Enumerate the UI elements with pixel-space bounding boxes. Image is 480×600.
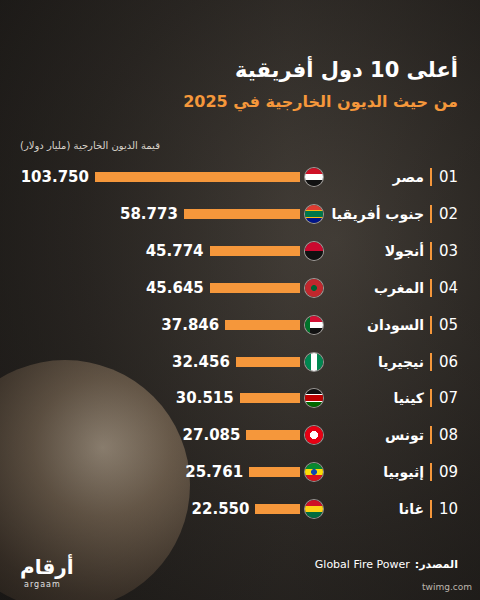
bar: [210, 246, 300, 256]
flag: [305, 205, 323, 223]
rank: 07: [439, 388, 458, 408]
rank-separator: [430, 205, 432, 223]
flag: [305, 316, 323, 334]
data-label: 103.750: [21, 167, 89, 187]
rank-separator: [430, 316, 432, 334]
data-label: 30.515: [176, 388, 234, 408]
bar: [225, 320, 300, 330]
rank: 02: [439, 204, 458, 224]
category-label: إثيوبيا: [383, 462, 424, 482]
rank: 03: [439, 241, 458, 261]
bar: [210, 283, 300, 293]
logo: أرقام: [20, 556, 74, 578]
flag: [305, 242, 323, 260]
rank: 10: [439, 499, 458, 519]
category-label: المغرب: [374, 278, 424, 298]
data-label: 25.761: [185, 462, 243, 482]
bar: [184, 209, 300, 219]
rank-separator: [430, 500, 432, 518]
data-label: 37.846: [161, 315, 219, 335]
bar: [240, 393, 300, 403]
watermark: twimg.com: [422, 582, 472, 592]
data-label: 58.773: [120, 204, 178, 224]
bar: [249, 467, 300, 477]
logo-latin: argaam: [24, 580, 61, 589]
rank-separator: [430, 426, 432, 444]
data-label: 45.645: [146, 278, 204, 298]
source: Global Fire Power: [315, 558, 410, 571]
axis-label: قيمة الديون الخارجية (مليار دولار): [20, 140, 160, 151]
rank-separator: [430, 168, 432, 186]
category-label: غانا: [399, 499, 424, 519]
rank: 01: [439, 167, 458, 187]
source-label: المصدر:: [415, 558, 458, 571]
rank-separator: [430, 463, 432, 481]
rank: 06: [439, 352, 458, 372]
data-label: 27.085: [183, 425, 241, 445]
category-label: نيجيريا: [378, 352, 424, 372]
flag: [305, 279, 323, 297]
category-label: كينيا: [393, 388, 424, 408]
bar: [255, 504, 300, 514]
category-label: السودان: [367, 315, 424, 335]
title: أعلى 10 دول أفريقية: [235, 58, 458, 82]
category-label: أنجولا: [385, 241, 424, 261]
flag: [305, 500, 323, 518]
bar: [246, 430, 300, 440]
bar: [95, 172, 300, 182]
category-label: تونس: [385, 425, 424, 445]
data-label: 32.456: [172, 352, 230, 372]
category-label: جنوب أفريقيا: [331, 204, 424, 224]
rank-separator: [430, 353, 432, 371]
rank: 08: [439, 425, 458, 445]
rank-separator: [430, 242, 432, 260]
data-label: 45.774: [146, 241, 204, 261]
category-label: مصر: [393, 167, 424, 187]
flag: [305, 353, 323, 371]
rank: 04: [439, 278, 458, 298]
bar: [236, 357, 300, 367]
data-label: 22.550: [192, 499, 250, 519]
flag: [305, 168, 323, 186]
subtitle: من حيث الديون الخارجية في 2025: [183, 92, 458, 111]
rank: 05: [439, 315, 458, 335]
rank-separator: [430, 389, 432, 407]
rank-separator: [430, 279, 432, 297]
stage: أعلى 10 دول أفريقية من حيث الديون الخارجي…: [0, 0, 480, 600]
rank: 09: [439, 462, 458, 482]
